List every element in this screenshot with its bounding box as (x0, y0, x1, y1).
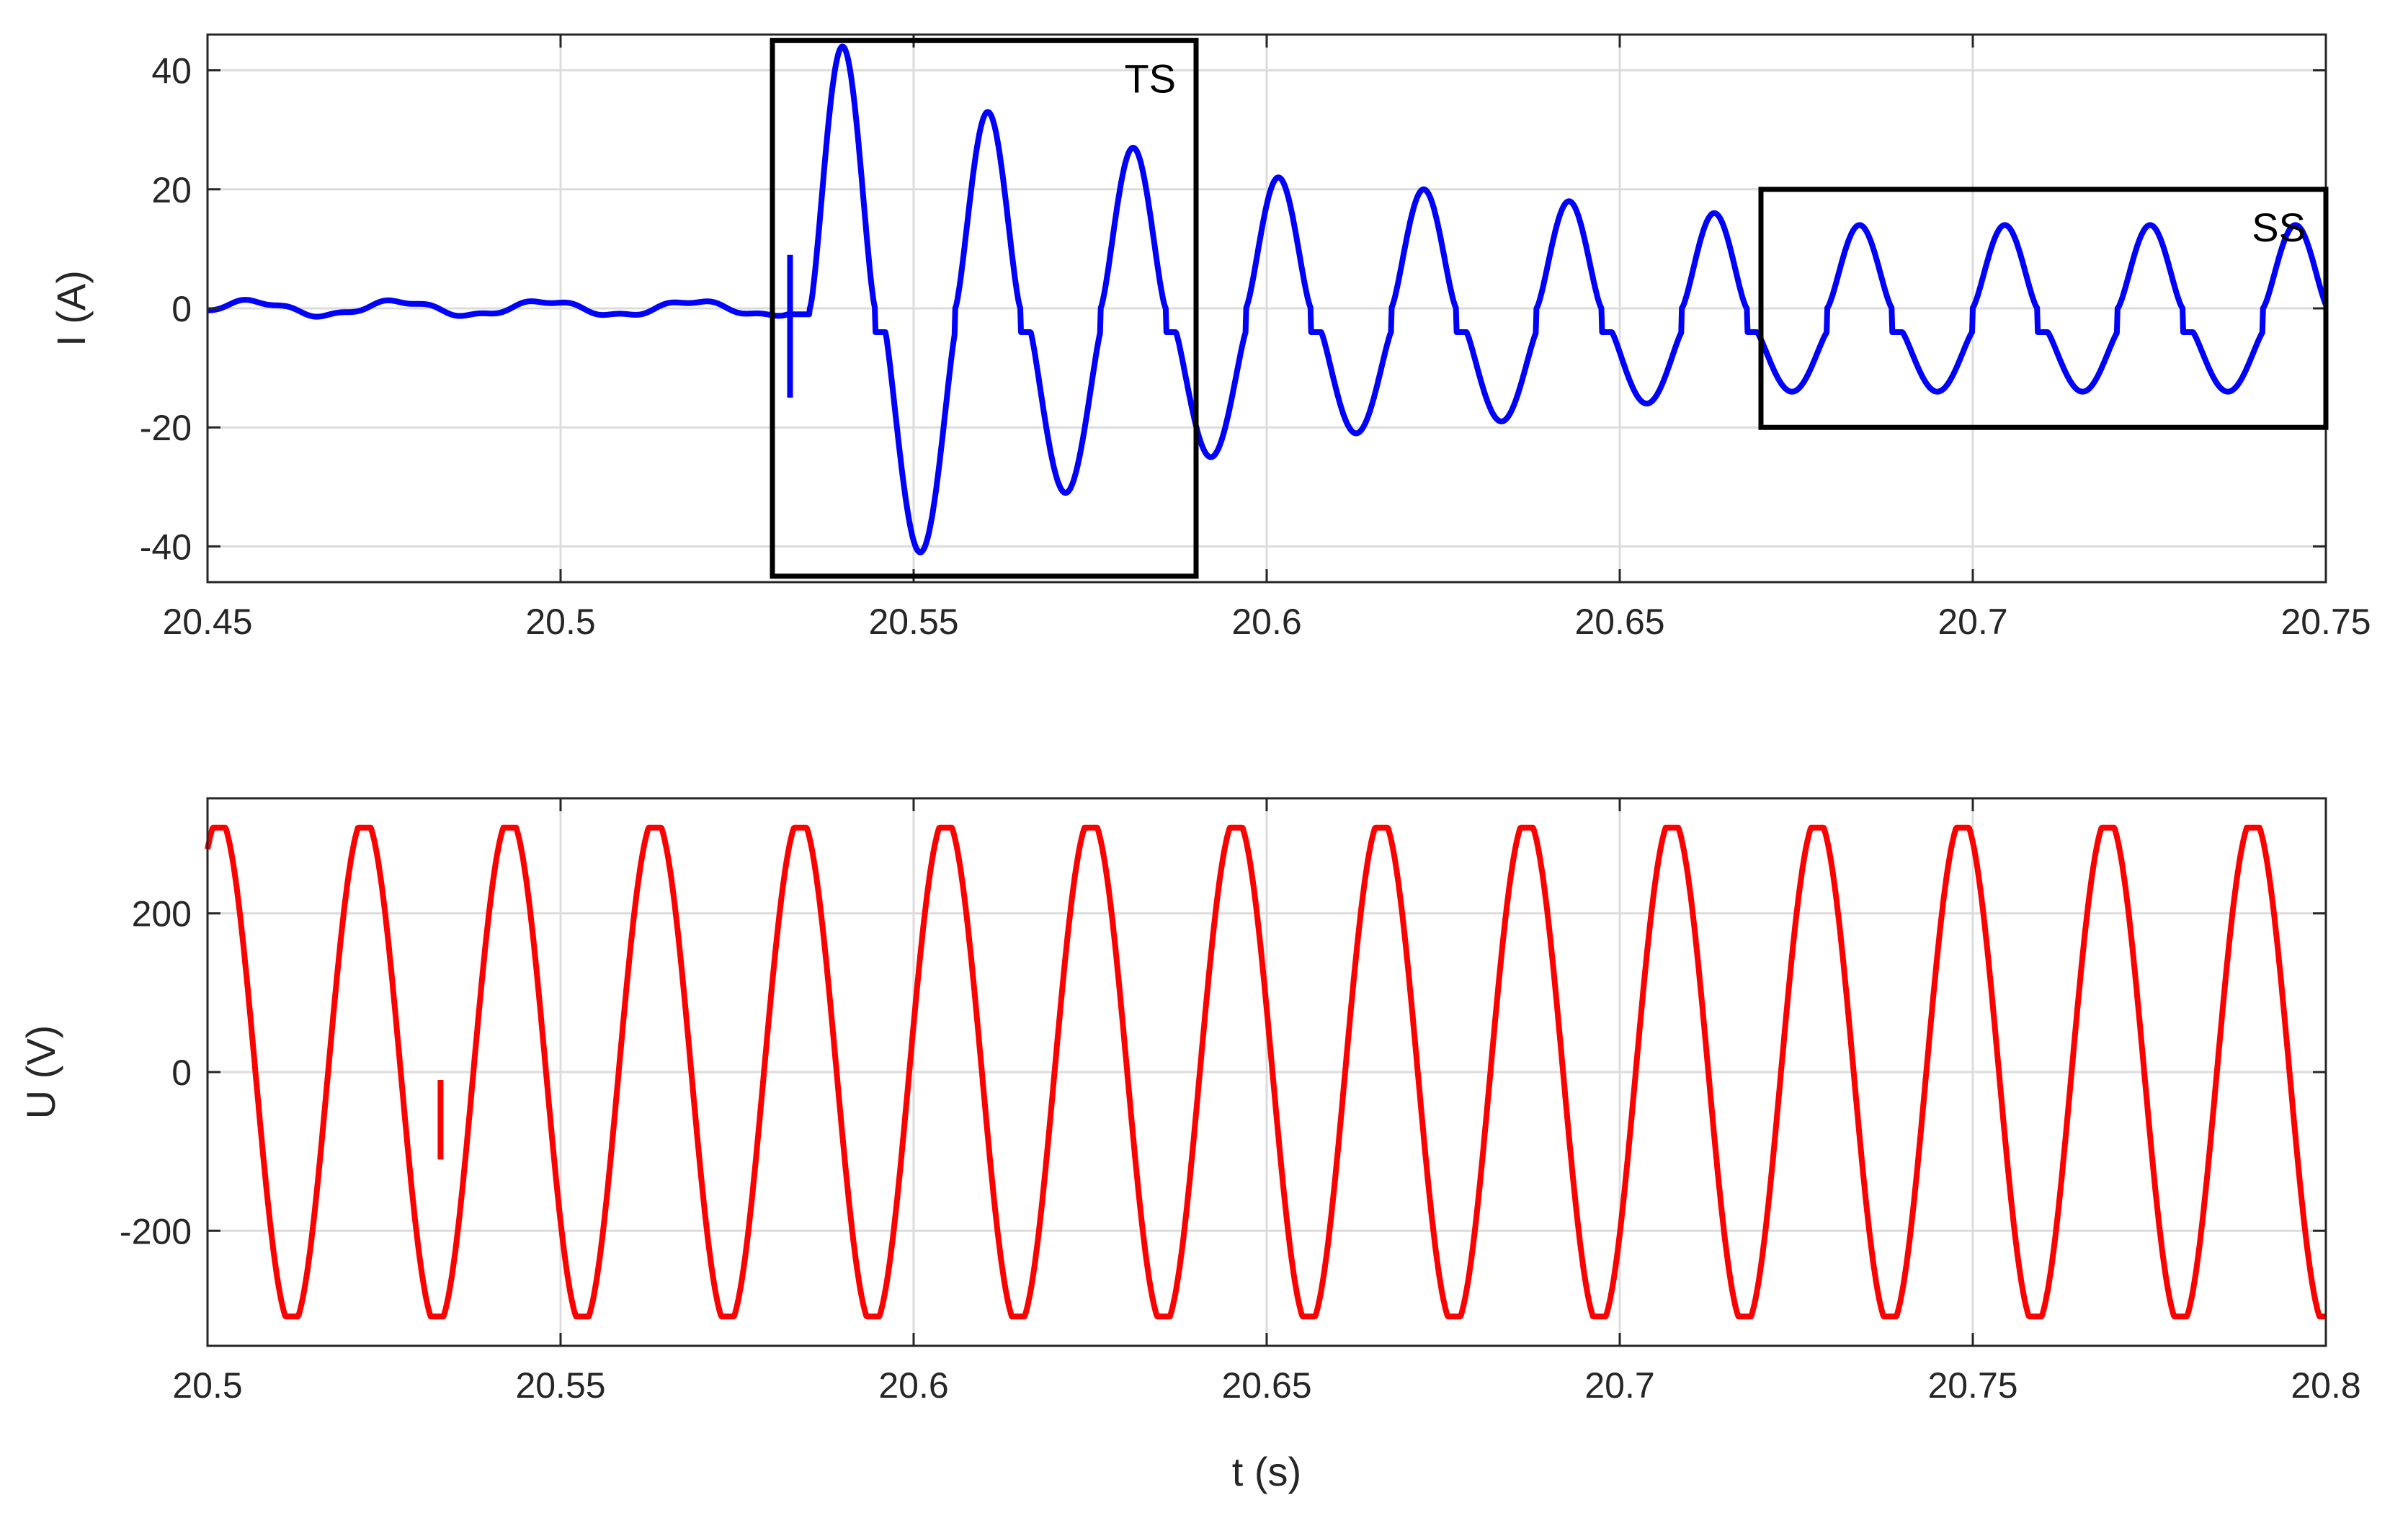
current-series-line (205, 43, 2329, 555)
current-y-axis-label: I (A) (48, 270, 94, 347)
x-tick-label: 20.45 (162, 602, 252, 642)
voltage-series-line (205, 824, 2328, 1320)
current-annotations: TS SS (770, 37, 2329, 579)
y-tick-label: 20 (151, 170, 192, 210)
voltage-grid (206, 798, 2327, 1346)
x-tick-label: 20.8 (2291, 1365, 2360, 1406)
y-tick-label: 0 (171, 1053, 192, 1093)
x-tick-label: 20.6 (878, 1365, 948, 1406)
x-tick-label: 20.55 (515, 1365, 605, 1406)
x-tick-label: 20.7 (1584, 1365, 1654, 1406)
voltage-chart: 20.5 20.55 20.6 20.65 20.7 20.75 20.8-2000200 … (18, 797, 2361, 1494)
y-tick-label: 40 (151, 51, 192, 91)
y-tick-label: -40 (140, 527, 192, 567)
y-tick-label: 0 (171, 289, 192, 329)
x-tick-label: 20.6 (1231, 602, 1301, 642)
current-grid (206, 35, 2327, 582)
region-label-ts: TS (1124, 55, 1176, 101)
y-tick-label: -200 (120, 1211, 192, 1251)
x-tick-label: 20.65 (1221, 1365, 1311, 1406)
voltage-y-axis-label: U (V) (18, 1025, 63, 1120)
region-box-ss (1758, 187, 2329, 430)
region-label-ss: SS (2252, 205, 2306, 250)
current-chart: 20.45 20.5 20.55 20.6 20.65 20.7 20.75 -40 -20 0 2… (48, 33, 2371, 642)
x-tick-label: 20.65 (1574, 602, 1664, 642)
x-tick-label: 20.75 (1927, 1365, 2017, 1406)
region-box-ts (770, 37, 1199, 579)
x-tick-label: 20.75 (2280, 602, 2371, 642)
current-ticks: 20.45 20.5 20.55 20.6 20.65 20.7 20.75 -40 -20 0 2… (140, 35, 2371, 642)
x-tick-label: 20.5 (525, 602, 595, 642)
voltage-x-axis-label: t (s) (1232, 1449, 1301, 1494)
y-tick-label: -20 (140, 408, 192, 448)
x-tick-label: 20.5 (172, 1365, 242, 1406)
y-tick-label: 200 (132, 894, 192, 934)
x-tick-label: 20.7 (1937, 602, 2007, 642)
x-tick-label: 20.55 (868, 602, 958, 642)
voltage-ticks: 20.5 20.55 20.6 20.65 20.7 20.75 20.8 -200 0 200 (120, 798, 2361, 1406)
